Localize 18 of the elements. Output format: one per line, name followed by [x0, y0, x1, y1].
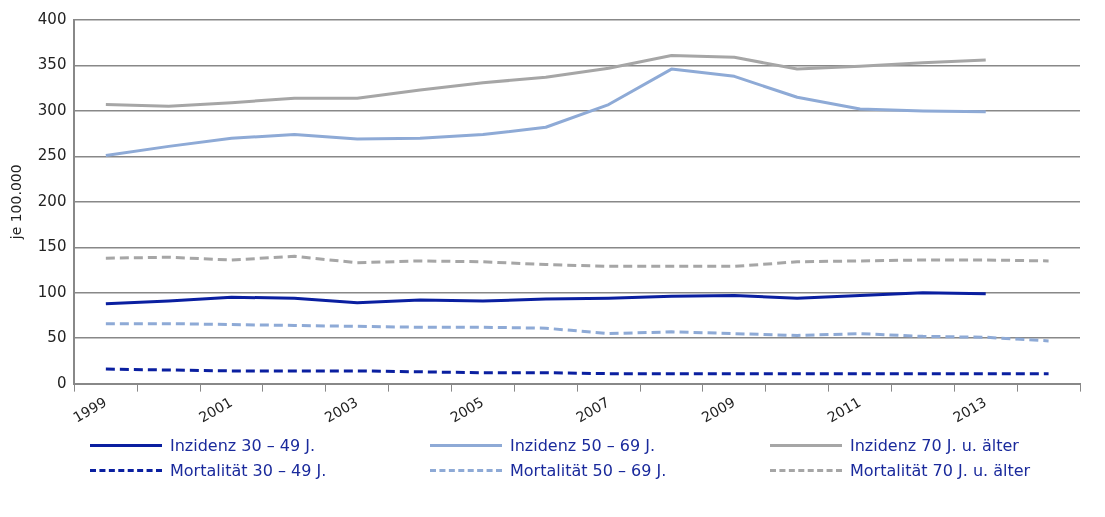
y-tick-label: 350 [37, 55, 67, 74]
legend-label: Mortalität 70 J. u. älter [850, 461, 1031, 480]
legend-label: Mortalität 50 – 69 J. [510, 461, 667, 480]
line-series [104, 254, 1051, 268]
y-tick-label: 0 [56, 373, 67, 392]
legend-label: Mortalität 30 – 49 J. [170, 461, 327, 480]
legend-label: Inzidenz 70 J. u. älter [850, 436, 1019, 455]
line-series [104, 322, 1051, 343]
y-axis-title: je 100.000 [8, 164, 25, 241]
y-tick-label: 200 [37, 191, 67, 210]
y-tick-label: 100 [37, 282, 67, 301]
legend-label: Inzidenz 50 – 69 J. [510, 436, 656, 455]
y-tick-label: 250 [37, 146, 67, 165]
y-tick-label: 300 [37, 100, 67, 119]
y-tick-label: 150 [37, 237, 67, 256]
y-tick-label: 50 [47, 328, 67, 347]
legend-label: Inzidenz 30 – 49 J. [170, 436, 316, 455]
y-tick-label: 400 [37, 9, 67, 28]
